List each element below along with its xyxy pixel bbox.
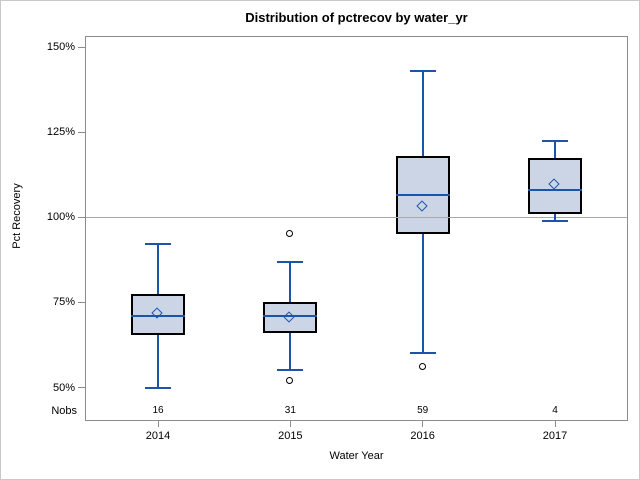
y-tick-label: 75% [52, 296, 75, 309]
y-tick-mark [78, 46, 85, 48]
y-axis-title: Pct Recovery [11, 183, 23, 249]
box-2017 [528, 157, 582, 214]
whisker-lower-2015 [289, 333, 292, 371]
whisker-upper-2016 [421, 70, 424, 156]
reference-line-100pct [86, 217, 627, 219]
whisker-lower-2016 [421, 234, 424, 354]
box-2014 [131, 293, 185, 335]
x-tick-label-2014: 2014 [145, 430, 171, 442]
y-tick-mark [78, 387, 85, 388]
whisker-cap-high-2014 [145, 243, 171, 246]
outlier-marker-2016 [418, 363, 426, 371]
nobs-value-2015: 31 [284, 405, 296, 416]
whisker-lower-2014 [157, 334, 159, 388]
whisker-cap-low-2014 [145, 386, 171, 389]
nobs-row-label: Nobs [51, 405, 77, 417]
whisker-cap-low-2015 [277, 369, 304, 372]
y-tick-mark [78, 131, 85, 133]
whisker-cap-low-2017 [542, 219, 568, 222]
whisker-upper-2014 [157, 244, 159, 294]
nobs-value-2016: 59 [417, 405, 429, 416]
x-axis-title: Water Year [329, 450, 384, 462]
y-tick-label: 125% [46, 126, 75, 139]
y-tick-label: 100% [46, 211, 75, 224]
whisker-cap-high-2016 [409, 69, 436, 72]
outlier-marker-2015 [286, 230, 294, 238]
y-tick-label: 50% [52, 381, 75, 394]
x-tick-label-2015: 2015 [278, 430, 303, 442]
median-line-2014 [131, 314, 185, 317]
box-2015 [263, 302, 318, 334]
outlier-marker-2015 [286, 376, 294, 384]
x-tick-mark [554, 421, 556, 427]
x-tick-label-2017: 2017 [542, 430, 568, 442]
x-tick-mark [422, 421, 424, 427]
chart-title: Distribution of pctrecov by water_yr [245, 10, 468, 25]
median-line-2016 [395, 194, 450, 197]
whisker-cap-high-2017 [542, 139, 568, 142]
y-tick-mark [78, 301, 85, 303]
whisker-lower-2017 [554, 213, 556, 221]
median-line-2015 [263, 314, 318, 317]
whisker-cap-high-2015 [277, 260, 304, 263]
nobs-value-2017: 4 [552, 405, 558, 416]
whisker-cap-low-2016 [409, 352, 436, 355]
whisker-upper-2017 [554, 140, 556, 158]
whisker-upper-2015 [289, 261, 292, 303]
x-tick-mark [157, 421, 159, 427]
y-tick-mark [78, 216, 85, 218]
x-tick-mark [289, 421, 291, 427]
x-tick-label-2016: 2016 [410, 430, 435, 442]
plot-frame [85, 36, 628, 421]
median-line-2017 [528, 189, 582, 191]
y-tick-label: 150% [46, 41, 75, 53]
nobs-value-2014: 16 [152, 405, 164, 416]
